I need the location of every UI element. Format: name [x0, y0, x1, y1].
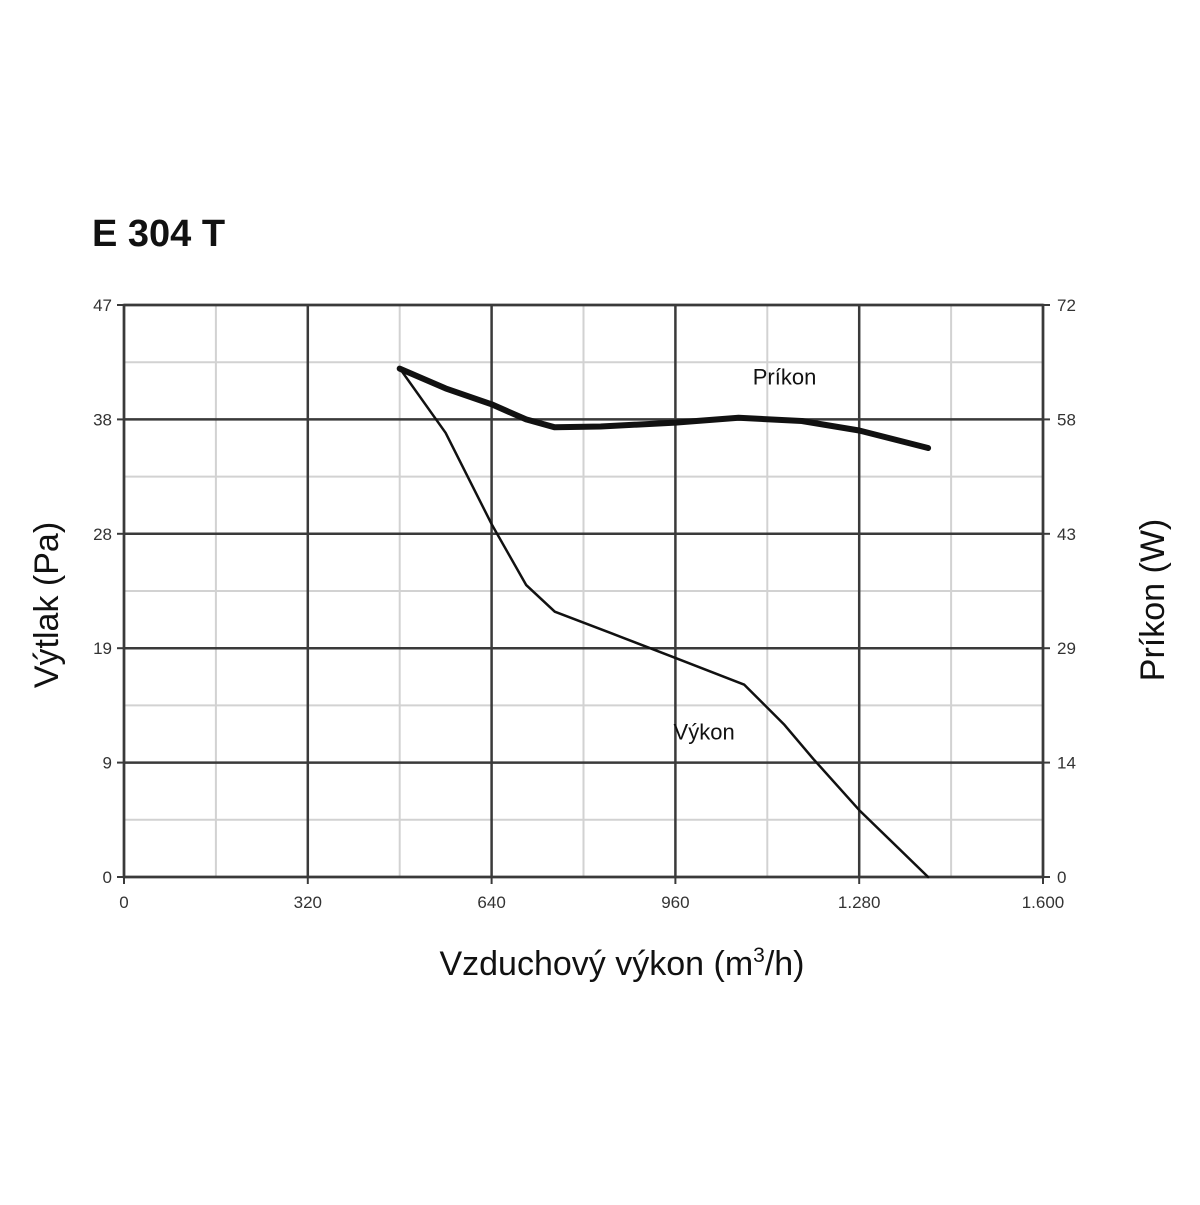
y2-tick-label: 58: [1057, 410, 1076, 429]
series-line-príkon: [396, 365, 932, 451]
series-label: Príkon: [753, 364, 817, 389]
series-labels: Príkon Výkon: [674, 364, 817, 744]
y2-tick-label: 72: [1057, 296, 1076, 315]
tick-labels: 0 320 640 960 1.280 1.600 0 9 19 28 38 47 0 14 29 43 58 7…: [93, 296, 1076, 912]
y-tick-label: 47: [93, 296, 112, 315]
y2-tick-label: 43: [1057, 525, 1076, 544]
x-tick-label: 1.280: [838, 893, 881, 912]
x-tick-label: 320: [294, 893, 322, 912]
series-line-výkon: [398, 367, 930, 879]
y2-tick-label: 0: [1057, 868, 1066, 887]
y2-axis-label: Príkon (W): [1134, 519, 1172, 681]
y-axis-label: Výtlak (Pa): [28, 522, 66, 688]
y2-tick-label: 29: [1057, 639, 1076, 658]
chart-title: E 304 T: [92, 213, 225, 255]
x-axis-label: Vzduchový výkon (m3/h): [439, 944, 804, 983]
series-label: Výkon: [674, 719, 735, 744]
series-lines: [396, 365, 932, 879]
plot-frame: [122, 303, 1045, 879]
y-tick-label: 19: [93, 639, 112, 658]
x-tick-label: 1.600: [1022, 893, 1065, 912]
y-tick-label: 9: [103, 754, 112, 773]
y-tick-label: 0: [103, 868, 112, 887]
x-tick-label: 960: [661, 893, 689, 912]
major-grid: [117, 303, 1050, 884]
y-tick-label: 38: [93, 410, 112, 429]
y-tick-label: 28: [93, 525, 112, 544]
x-tick-label: 640: [477, 893, 505, 912]
x-tick-label: 0: [119, 893, 128, 912]
minor-grid: [124, 305, 1043, 877]
y2-tick-label: 14: [1057, 754, 1076, 773]
